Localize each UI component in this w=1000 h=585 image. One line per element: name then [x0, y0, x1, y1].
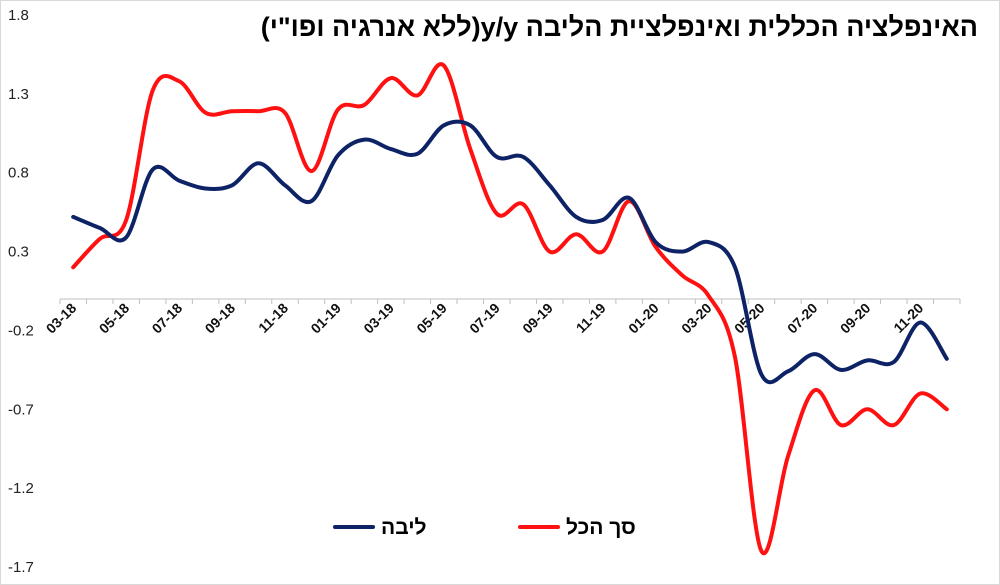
y-tick-label: 0.3	[8, 244, 29, 261]
y-tick-label: 1.8	[8, 7, 29, 24]
x-tick-label: 05-18	[96, 300, 133, 337]
y-tick-label: -0.7	[8, 401, 34, 418]
x-tick-label: 07-20	[784, 300, 821, 337]
x-tick-label: 03-19	[360, 300, 397, 337]
legend-core-label: ליבה	[381, 516, 427, 539]
chart-title: האינפלציה הכללית ואינפלציית הליבה y/y(לל…	[260, 12, 978, 42]
x-tick-label: 09-19	[519, 300, 556, 337]
x-tick-label: 05-19	[413, 300, 450, 337]
x-tick-label: 07-18	[149, 300, 186, 337]
x-tick-label: 11-19	[573, 300, 609, 336]
y-tick-label: -0.2	[8, 322, 34, 339]
y-tick-label: 0.8	[8, 165, 29, 182]
x-tick-label: 01-20	[625, 300, 662, 337]
y-tick-label: -1.7	[8, 559, 34, 576]
series-line-total	[71, 62, 949, 556]
x-tick-label: 11-20	[890, 300, 926, 336]
x-tick-label: 11-18	[255, 300, 291, 336]
x-tick-label: 09-18	[202, 300, 239, 337]
x-tick-label: 03-20	[678, 300, 715, 337]
legend-total-label: סך הכל	[566, 516, 636, 539]
x-tick-label: 03-18	[43, 300, 80, 337]
y-tick-label: -1.2	[8, 480, 34, 497]
x-tick-label: 09-20	[837, 300, 874, 337]
y-tick-label: 1.3	[8, 86, 29, 103]
x-tick-label: 01-19	[307, 300, 344, 337]
series-line-core	[71, 119, 949, 385]
x-tick-label: 07-19	[466, 300, 503, 337]
